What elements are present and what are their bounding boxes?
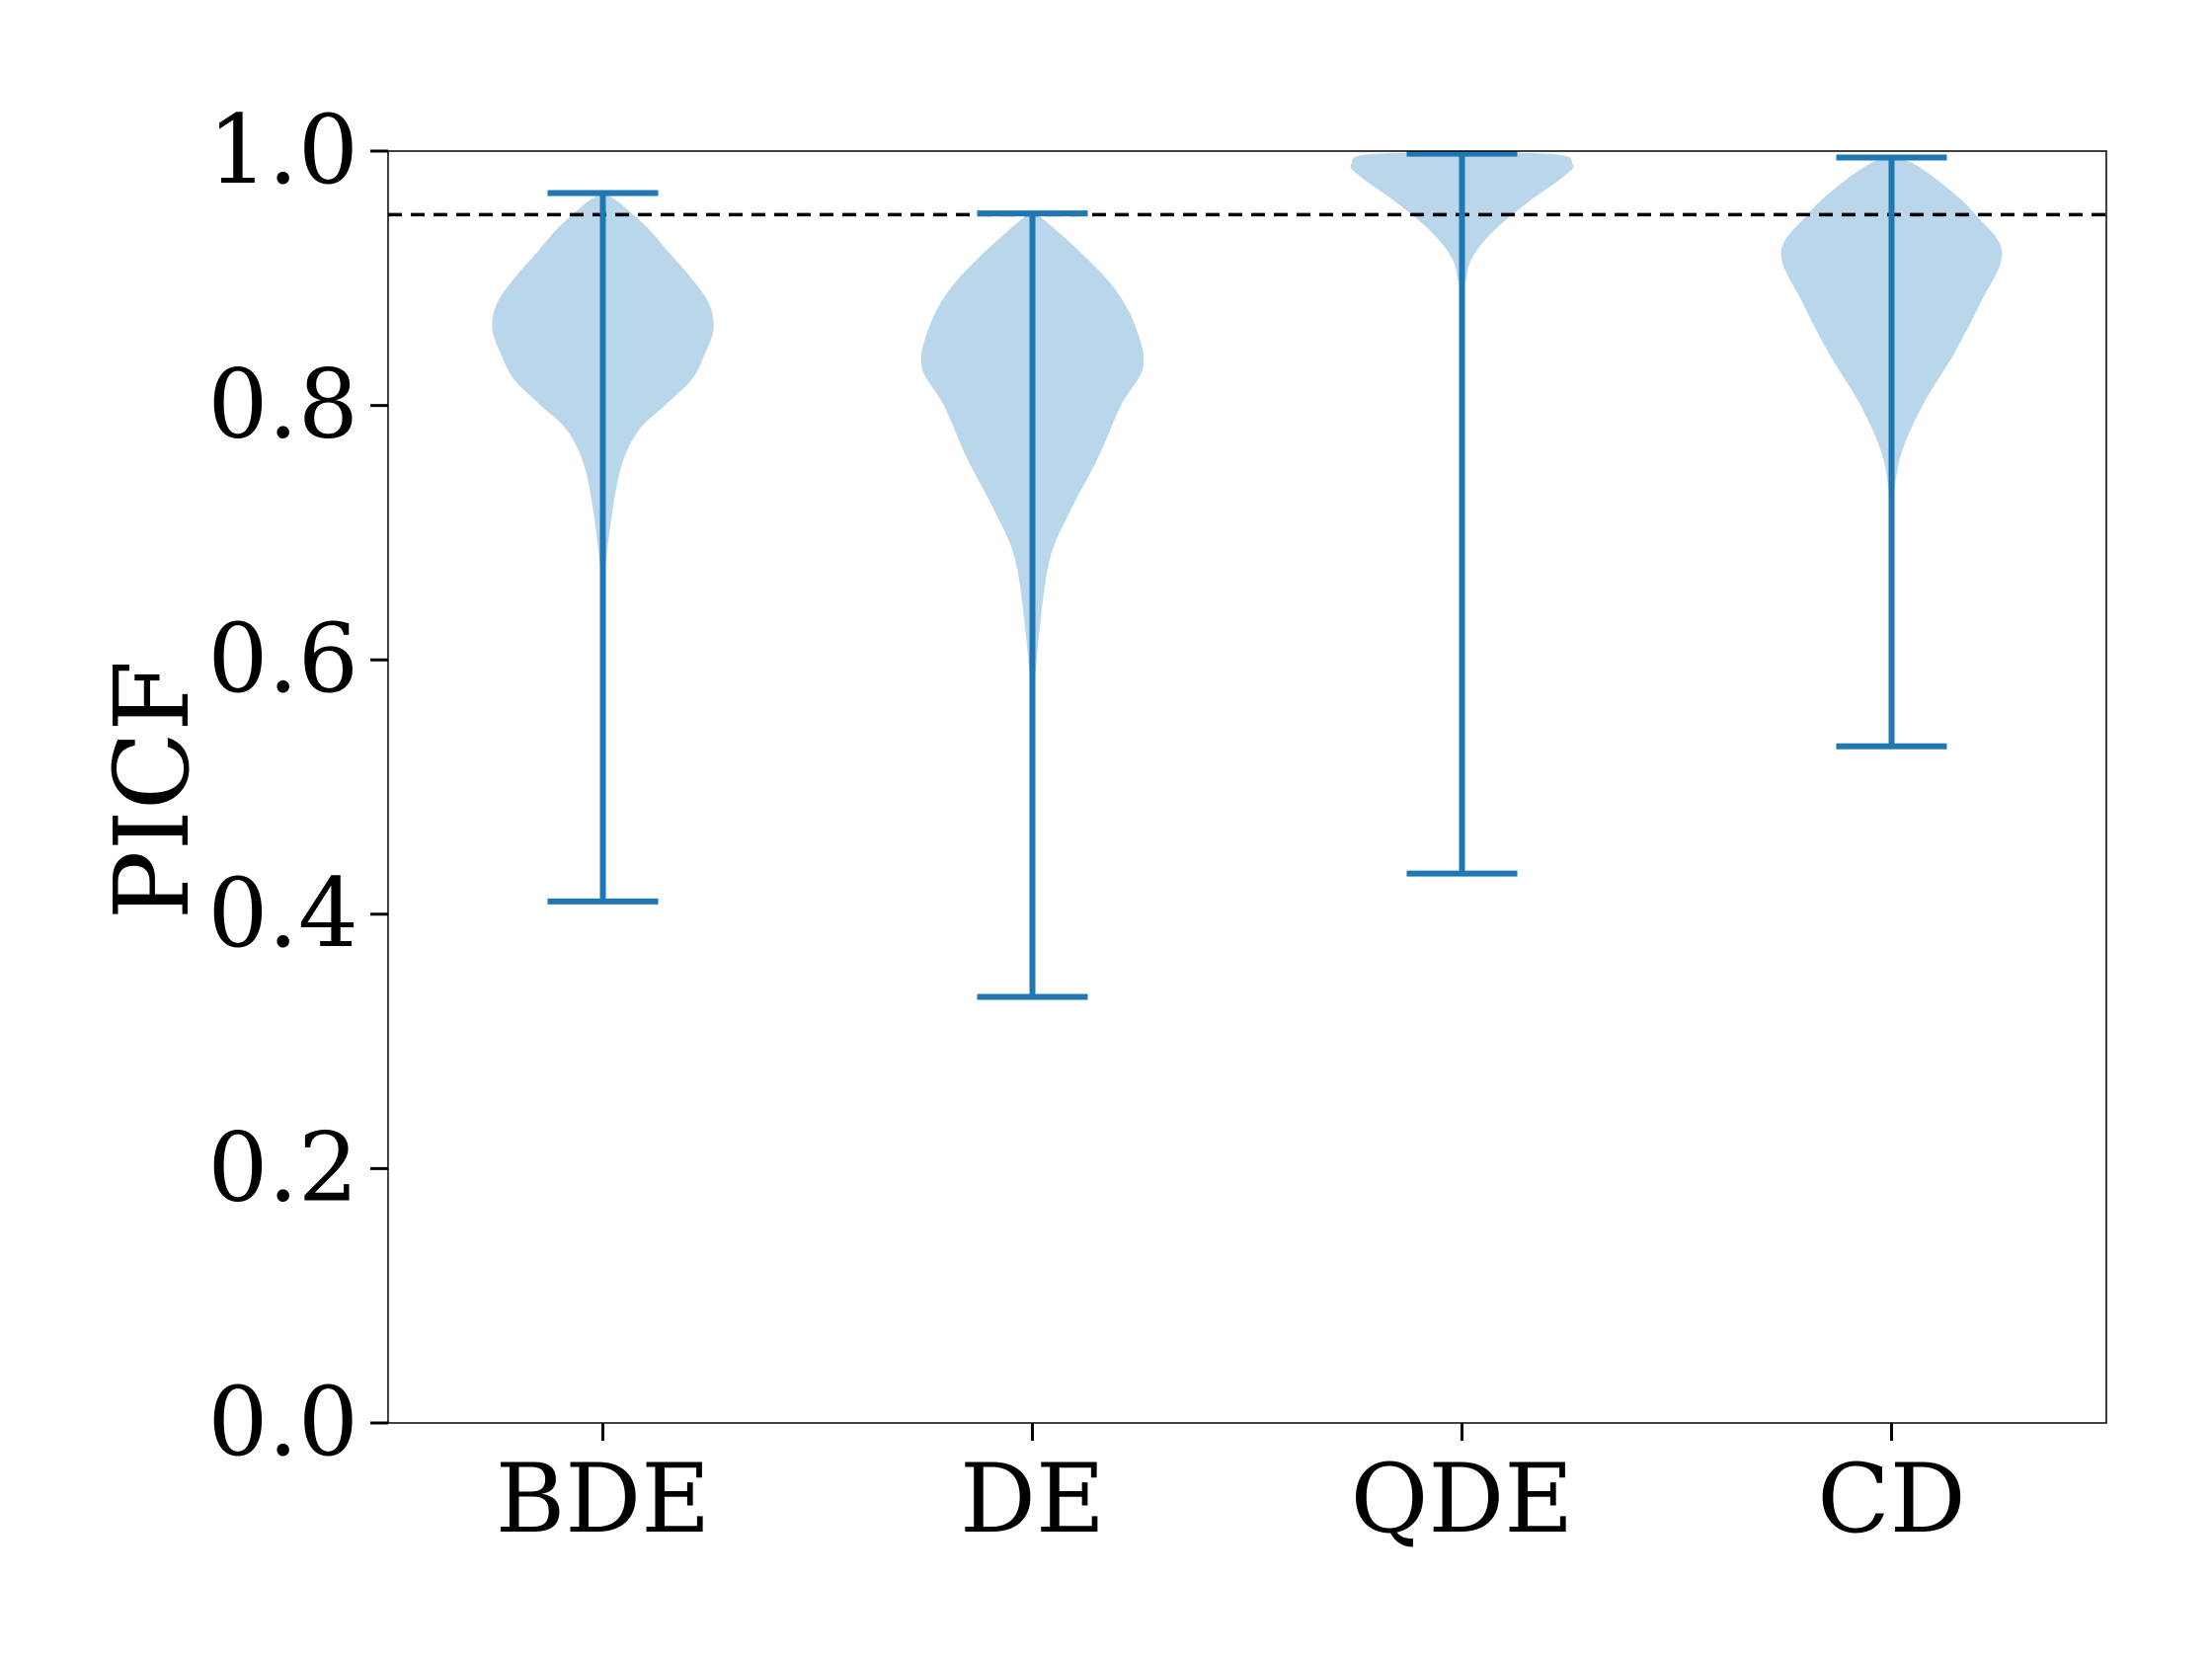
- y-tick-label: 1.0: [207, 95, 358, 205]
- y-tick-label: 0.6: [207, 603, 358, 714]
- y-tick-label: 0.2: [207, 1112, 358, 1223]
- plot-frame: [387, 150, 2107, 1424]
- x-tick-label-bde: BDE: [496, 1444, 711, 1554]
- violin-bodies: [492, 152, 2003, 997]
- whisker-group: [547, 150, 1947, 1000]
- y-tick-label: 0.4: [207, 858, 358, 969]
- x-tick-label-cd: CD: [1817, 1444, 1965, 1554]
- x-tick-label-qde: QDE: [1351, 1444, 1574, 1554]
- x-axis-ticks: BDE DE QDE CD: [496, 1423, 1966, 1554]
- y-axis-ticks: 0.0 0.2 0.4 0.6 0.8 1.0: [207, 95, 388, 1477]
- y-axis-label: PICF: [92, 661, 212, 920]
- x-tick-label-de: DE: [960, 1444, 1105, 1554]
- y-tick-label: 0.8: [207, 350, 358, 460]
- y-tick-label: 0.0: [207, 1367, 358, 1477]
